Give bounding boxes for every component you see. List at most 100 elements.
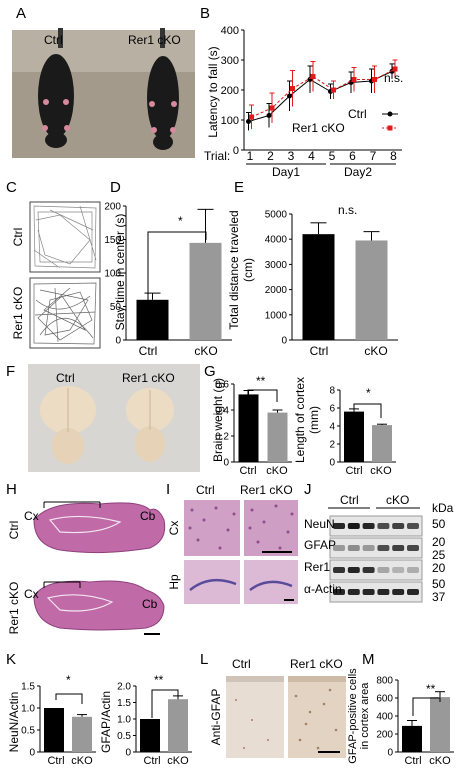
b-point	[287, 93, 292, 99]
e-cat-ctrl: Ctrl	[310, 344, 329, 358]
ctrl-mouse-image	[38, 28, 74, 148]
c-ctrl-label: Ctrl	[11, 228, 25, 247]
k-right-ylabel: GFAP/Actin	[99, 691, 113, 753]
M-ytick-label: 600	[376, 694, 393, 705]
l-cko-image	[288, 676, 346, 758]
b-day1-label: Day1	[272, 165, 300, 179]
j-row-gfap: GFAP	[304, 538, 336, 552]
b-point	[249, 114, 254, 120]
i-ctrl-cx-image	[184, 500, 240, 556]
b-point	[269, 105, 275, 111]
b-trial-2: 2	[267, 149, 274, 163]
j-band	[362, 589, 375, 595]
e-bar-chart: 0 1000 2000 3000 4000 5000	[265, 210, 398, 347]
G-left-ytick-label: 0	[223, 458, 229, 469]
D-ytick-label: 200	[104, 202, 121, 213]
j-marker-2: 20	[432, 535, 446, 549]
E-ytick-label: 5000	[265, 210, 288, 221]
j-band	[347, 567, 360, 573]
b-legend-ctrl-marker	[387, 111, 393, 117]
g-left-cat-cko: cKO	[266, 465, 288, 477]
d-ylabel: Stay time in center (s)	[113, 214, 127, 331]
m-significance: **	[426, 682, 436, 696]
j-ctrl-label: Ctrl	[340, 493, 359, 507]
b-point	[331, 87, 336, 93]
K-right-ytick-label: 0.5	[117, 731, 131, 742]
panel-c-label: C	[6, 179, 17, 196]
G-right-ytick-label: 8	[329, 386, 335, 397]
G-right-bar-Ctrl	[344, 411, 364, 462]
G-left-bar-Ctrl	[238, 394, 259, 462]
D-ytick-label: 50	[110, 302, 122, 313]
j-band	[362, 567, 375, 573]
j-row-actin: α-Actin	[304, 582, 342, 596]
j-western-blot	[329, 515, 423, 603]
b-ytick-label: 100	[221, 115, 239, 127]
b-trial-3: 3	[288, 149, 295, 163]
j-band	[392, 523, 405, 529]
j-band	[377, 589, 390, 595]
i-cko-cx-image	[244, 500, 298, 556]
G-left-ytick-label: 0.2	[215, 432, 229, 443]
d-sig-bracket	[147, 231, 207, 300]
panel-i-label: I	[166, 481, 170, 498]
g-left-significance: **	[256, 374, 266, 388]
b-ytick-label: 300	[221, 55, 239, 67]
l-ctrl-label: Ctrl	[232, 657, 251, 671]
f-ctrl-label: Ctrl	[56, 371, 75, 385]
e-ylabel-line1: Total distance traveled	[227, 210, 241, 329]
b-trial-8: 8	[390, 149, 397, 163]
j-band	[333, 567, 345, 573]
m-bar-chart: 0 200 400 600 800	[376, 676, 454, 759]
m-cat-cko: cKO	[429, 755, 451, 767]
g-right-cat-ctrl: Ctrl	[345, 465, 362, 477]
M-ytick-label: 800	[376, 676, 393, 687]
j-band	[407, 589, 419, 595]
M-ytick-label: 200	[376, 730, 393, 741]
E-ytick-label: 0	[281, 336, 287, 347]
E-ytick-label: 3000	[265, 260, 288, 271]
m-ylabel-line1: GFAP-positive cells	[347, 668, 359, 764]
g-left-ylabel: Brain weight (g)	[211, 378, 225, 462]
b-ylabel: Latency to fall (s)	[206, 46, 220, 137]
K-right-ytick-label: 1.5	[117, 698, 131, 709]
b-point	[392, 66, 398, 72]
K-left-ytick-label: 0	[29, 748, 35, 759]
G-right-bar-cKO	[372, 425, 392, 462]
ctrl-brain-image	[40, 386, 96, 464]
b-point	[290, 86, 295, 91]
j-band	[377, 545, 390, 551]
j-blot-GFAP	[329, 537, 423, 559]
j-band	[377, 567, 390, 573]
h-ctrl-cx: Cx	[24, 509, 39, 523]
j-kda-label: kDa	[432, 501, 454, 515]
panel-l-label: L	[200, 651, 208, 668]
panel-k-label: K	[6, 651, 16, 668]
b-legend-cko: Rer1 cKO	[292, 121, 345, 135]
b-trial-7: 7	[370, 149, 377, 163]
h-cko-cx: Cx	[24, 587, 39, 601]
l-ctrl-image	[226, 676, 284, 758]
M-ytick-label: 0	[387, 748, 393, 759]
panel-f-label: F	[6, 363, 15, 380]
j-band	[347, 545, 360, 551]
b-ytick-label: 200	[221, 85, 239, 97]
d-significance: *	[178, 214, 183, 228]
j-marker-1: 50	[432, 517, 446, 531]
k-right-significance: **	[154, 673, 164, 687]
g-right-ylabel-line2: (mm)	[307, 406, 321, 434]
b-trial-6: 6	[349, 149, 356, 163]
j-band	[407, 545, 419, 551]
K-right-ytick-label: 0	[125, 748, 131, 759]
b-point	[310, 74, 316, 79]
j-row-neun: NeuN	[304, 517, 335, 531]
b-point	[372, 77, 377, 82]
j-band	[333, 523, 345, 529]
b-trial-5: 5	[329, 149, 336, 163]
k-right-cat-ctrl: Ctrl	[143, 755, 160, 767]
G-left-ytick-label: 0.4	[215, 406, 229, 417]
j-band	[333, 545, 345, 551]
j-marker-5: 50	[432, 577, 446, 591]
D-ytick-label: 0	[115, 336, 121, 347]
